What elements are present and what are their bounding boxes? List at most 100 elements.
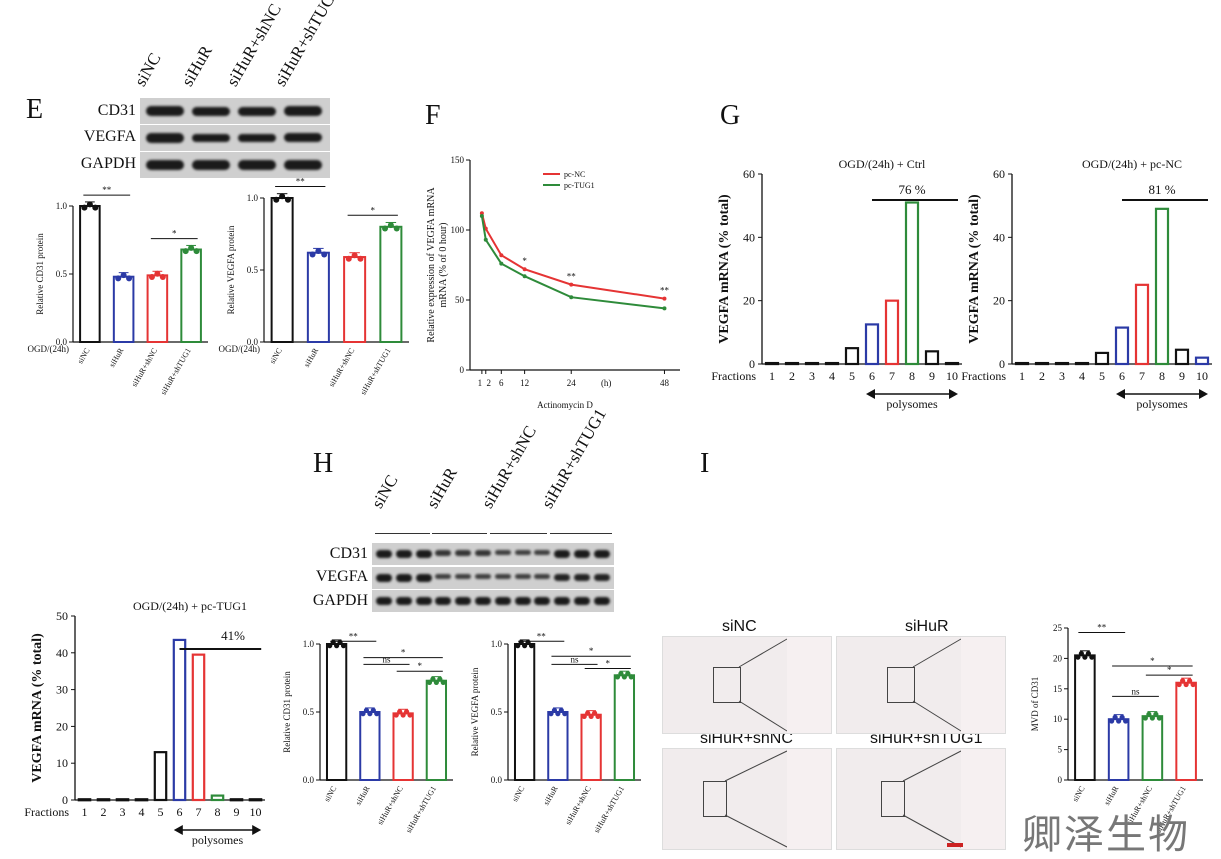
y-tick-label: 15 <box>1053 684 1063 694</box>
y-tick-label: 40 <box>993 230 1005 244</box>
bar <box>804 361 820 366</box>
data-point <box>367 711 373 717</box>
data-point <box>515 643 521 649</box>
x-tick-label: 1 <box>769 369 775 383</box>
bar <box>248 798 263 802</box>
x-tick-label: 6 <box>869 369 875 383</box>
panel-label-h: H <box>313 448 334 479</box>
y-tick-label: 20 <box>56 719 68 733</box>
y-tick-label: 50 <box>56 609 68 623</box>
watermark: 卿泽生物 <box>1022 812 1190 858</box>
data-point <box>327 643 333 649</box>
y-tick-label: 0.0 <box>491 775 503 785</box>
data-point <box>1187 678 1193 684</box>
bar <box>379 225 403 343</box>
bar <box>172 638 187 802</box>
tissue-image-sihur <box>836 636 1006 734</box>
tissue-label: siNC <box>722 618 757 635</box>
treatment-label: OGD/(24h) <box>219 344 261 354</box>
tissue-label: siHuR+shTUG1 <box>870 730 983 747</box>
percent-label: 76 % <box>898 182 925 197</box>
y-tick-label: 60 <box>743 167 755 181</box>
e-blot-strip-gapdh <box>140 152 330 178</box>
x-prefix: Fractions <box>24 805 69 819</box>
data-point <box>1180 678 1186 684</box>
y-tick-label: 0 <box>460 365 465 375</box>
data-point <box>400 712 406 718</box>
x-tick-label: 3 <box>120 805 126 819</box>
y-tick-label: 10 <box>1053 714 1063 724</box>
x-tick-label: 24 <box>567 378 577 388</box>
data-point <box>479 214 484 218</box>
significance-label: * <box>589 646 594 656</box>
data-point <box>279 193 286 200</box>
data-point <box>1190 681 1196 688</box>
data-point <box>1142 715 1148 721</box>
data-point <box>154 270 161 277</box>
legend-label: pc-NC <box>564 170 585 179</box>
x-tick-label: 7 <box>889 369 895 383</box>
y-tick-label: 150 <box>451 155 465 165</box>
x-tick-label: siHuR+shNC <box>563 785 592 827</box>
chart-title: OGD/(24h) + pc-TUG1 <box>133 599 247 613</box>
percent-label: 41% <box>221 628 245 643</box>
significance-label: ** <box>296 176 306 186</box>
data-point <box>499 261 504 266</box>
x-tick-label: 2 <box>1039 369 1045 383</box>
bar <box>115 798 130 802</box>
y-axis-label: MVD of CD31 <box>1030 677 1040 732</box>
significance-label: * <box>371 205 376 215</box>
y-tick-label: 0 <box>749 357 755 371</box>
arrow-head <box>949 389 958 399</box>
y-tick-label: 1.0 <box>56 201 68 211</box>
y-tick-label: 10 <box>56 756 68 770</box>
data-point <box>309 251 316 258</box>
bar <box>1054 361 1070 366</box>
series-line <box>480 212 665 300</box>
data-point <box>363 707 370 713</box>
x-tick-label: siNC <box>76 347 92 366</box>
panel-label-i: I <box>700 448 710 479</box>
y-tick-label: 0.0 <box>247 337 259 347</box>
x-prefix: Fractions <box>961 369 1006 383</box>
x-tick-label: 4 <box>829 369 835 383</box>
y-tick-label: 100 <box>451 225 465 235</box>
panel-label-f: F <box>425 100 441 131</box>
bar <box>210 794 225 802</box>
bar <box>1175 681 1197 781</box>
y-tick-label: 1.0 <box>247 193 259 203</box>
significance-label: ** <box>349 631 359 641</box>
x-tick-label: 5 <box>849 369 855 383</box>
data-point <box>1183 681 1189 688</box>
x-tick-label: siNC <box>322 785 338 804</box>
y-tick-label: 30 <box>56 683 68 697</box>
G3-polysome-chart <box>71 615 265 835</box>
x-tick-label: 9 <box>234 805 240 819</box>
bar <box>191 653 206 802</box>
x-tick-label: 5 <box>158 805 164 819</box>
bar <box>229 798 244 802</box>
data-point <box>614 674 621 680</box>
x-tick-label: 5 <box>1099 369 1105 383</box>
x-axis-label: Actinomycin D <box>537 400 593 410</box>
x-tick-label: siNC <box>1071 785 1087 804</box>
e-blot-row-label: GAPDH <box>80 155 136 172</box>
data-point <box>528 643 535 649</box>
x-tick-label: siNC <box>268 347 284 366</box>
data-point <box>360 711 366 717</box>
significance-label: * <box>1150 656 1155 666</box>
x-tick-label: siHuR+shTUG1 <box>359 347 393 397</box>
x-unit: (h) <box>601 378 612 388</box>
data-point <box>182 248 189 255</box>
e-blot-row-label: VEGFA <box>83 128 136 145</box>
y-axis-label: VEGFA mRNA (% total) <box>717 194 732 344</box>
data-point <box>273 196 280 203</box>
bar <box>513 643 536 781</box>
tissue-image-sinc <box>662 636 832 734</box>
E_CD31-chart <box>69 194 208 344</box>
h-blot-strip-gapdh <box>372 590 614 612</box>
data-point <box>483 237 488 242</box>
tissue-label: siHuR+shNC <box>700 730 793 747</box>
e-blot-row-label: CD31 <box>97 102 136 119</box>
